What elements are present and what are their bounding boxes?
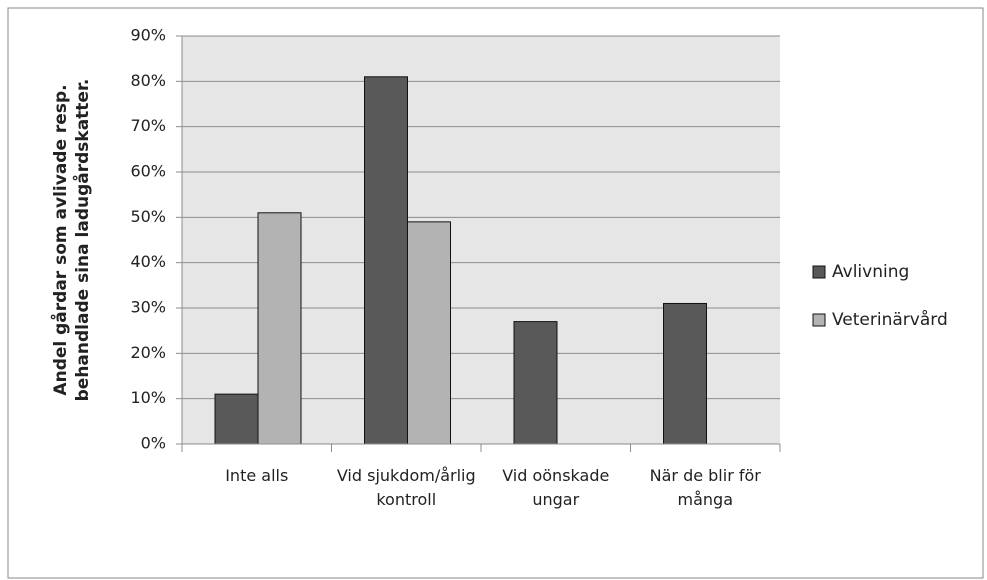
y-tick-label: 20% — [130, 343, 166, 362]
y-tick-label: 10% — [130, 388, 166, 407]
y-tick-label: 80% — [130, 71, 166, 90]
x-tick-label: Vid sjukdom/årlig kontroll — [336, 466, 476, 509]
y-tick-label: 90% — [130, 26, 166, 45]
bar — [407, 221, 451, 445]
bar — [364, 76, 408, 445]
y-axis-label-line: behandlade sina ladugårdskatter. — [71, 79, 93, 402]
bar — [257, 212, 302, 445]
y-tick-label: 30% — [130, 298, 166, 317]
legend-swatch — [812, 313, 826, 327]
y-tick-label: 40% — [130, 252, 166, 271]
y-tick-label: 60% — [130, 162, 166, 181]
legend-swatch — [812, 265, 826, 279]
y-tick-label: 0% — [141, 434, 166, 453]
x-tick-label: När de blir för många — [649, 466, 761, 509]
y-axis-label: Andel gårdar som avlivade resp. behandlad… — [49, 79, 93, 402]
bar — [214, 393, 259, 445]
y-tick-label: 50% — [130, 207, 166, 226]
legend-label: Avlivning — [832, 262, 909, 282]
y-tick-label: 70% — [130, 116, 166, 135]
bar — [513, 321, 558, 445]
legend-label: Veterinärvård — [832, 309, 948, 330]
bar — [663, 302, 707, 445]
y-axis-label-line: Andel gårdar som avlivade resp. — [49, 84, 71, 395]
x-tick-label: Inte alls — [225, 466, 289, 485]
x-tick-label: Vid oönskade ungar — [502, 466, 610, 509]
